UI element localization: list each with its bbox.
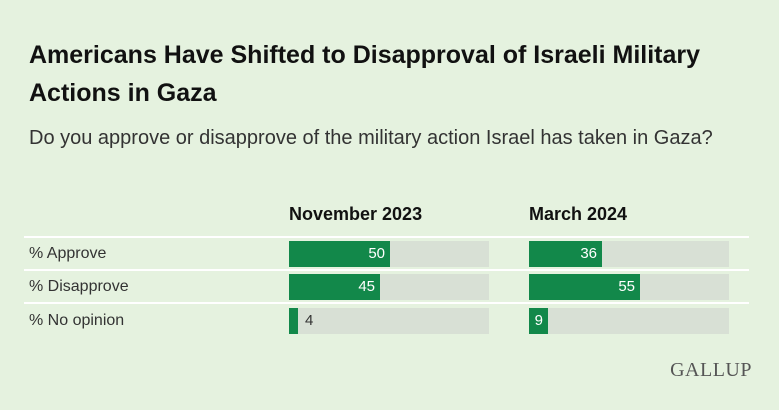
bar-track: 4 <box>289 308 489 334</box>
data-label: 9 <box>534 312 543 329</box>
data-label: 50 <box>368 245 385 262</box>
bar-track: 45 <box>289 274 489 300</box>
data-label: 55 <box>618 278 635 295</box>
chart-title: Americans Have Shifted to Disapproval of… <box>29 41 701 107</box>
chart-subtitle: Do you approve or disapprove of the mili… <box>29 127 713 149</box>
bar-track: 50 <box>289 241 489 267</box>
data-label: 36 <box>580 245 597 262</box>
bar <box>529 274 640 300</box>
category-label: % No opinion <box>29 312 125 329</box>
row-divider <box>24 236 749 238</box>
bar <box>289 274 380 300</box>
bar <box>529 308 548 334</box>
column-header: November 2023 <box>289 204 423 224</box>
data-label: 45 <box>358 278 375 295</box>
gallup-logo: GALLUP <box>670 359 752 381</box>
bar-track: 36 <box>529 241 729 267</box>
bar <box>289 241 390 267</box>
bar-track: 9 <box>529 308 729 334</box>
bar <box>529 241 602 267</box>
data-label: 4 <box>305 312 314 329</box>
category-label: % Approve <box>29 245 107 262</box>
row-divider <box>24 269 749 271</box>
column-header: March 2024 <box>529 204 628 224</box>
bar <box>289 308 298 334</box>
row-divider <box>24 302 749 304</box>
bar-track: 55 <box>529 274 729 300</box>
category-label: % Disapprove <box>29 278 129 295</box>
